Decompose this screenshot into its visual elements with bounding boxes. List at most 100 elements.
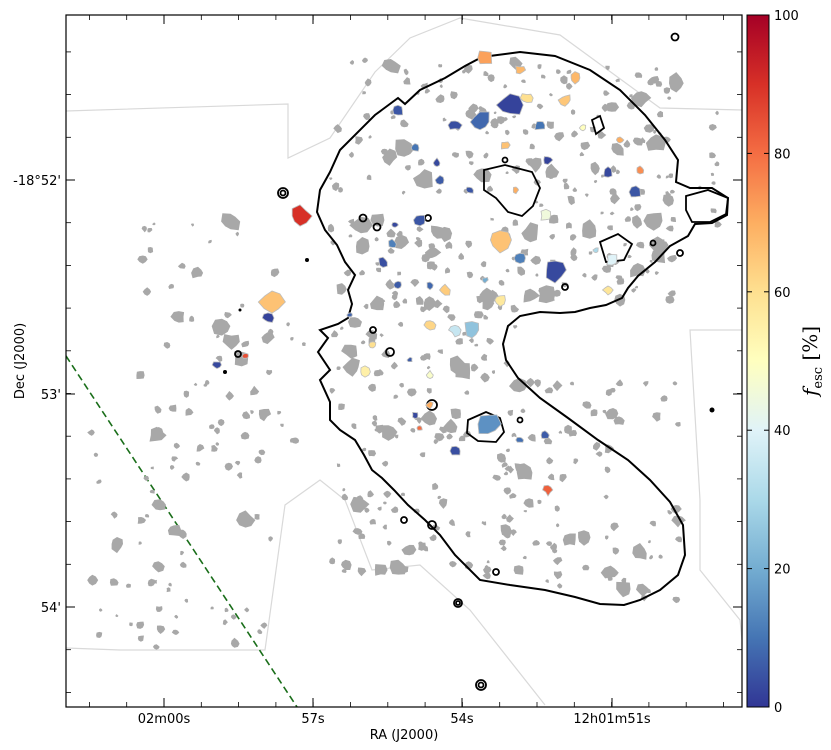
grey-source: [605, 535, 609, 540]
grey-source: [511, 432, 517, 438]
grey-source: [144, 514, 150, 518]
grey-source: [505, 268, 510, 273]
grey-source: [552, 557, 563, 566]
grey-source: [595, 451, 603, 457]
fesc-source: [291, 204, 313, 227]
colorbar-tick-label: 60: [774, 286, 791, 301]
grey-source: [257, 629, 263, 635]
grey-source: [605, 102, 620, 112]
fesc-source: [423, 320, 437, 331]
grey-source: [500, 544, 507, 552]
grey-source: [603, 90, 610, 96]
grey-source: [600, 565, 619, 579]
y-axis: -18°52' 53' 54' Dec (J2000): [13, 174, 742, 616]
grey-source: [424, 246, 442, 259]
grey-source: [578, 530, 591, 546]
grey-source: [236, 510, 256, 528]
grey-source: [603, 494, 609, 500]
grey-source: [642, 381, 649, 387]
grey-source: [613, 416, 625, 425]
grey-source: [387, 59, 392, 64]
grey-source: [663, 87, 670, 94]
grey-source: [480, 261, 487, 268]
grey-source: [600, 211, 604, 215]
grey-source: [582, 272, 587, 278]
grey-source: [352, 528, 363, 535]
grey-source: [539, 203, 544, 207]
grey-source: [607, 576, 613, 581]
grey-source: [529, 143, 535, 150]
grey-source: [286, 322, 290, 327]
grey-source: [416, 226, 424, 233]
grey-source: [562, 178, 568, 184]
grey-source: [675, 536, 683, 543]
grey-source: [670, 189, 675, 194]
grey-source: [147, 228, 153, 233]
grey-source: [541, 74, 546, 79]
fesc-source: [257, 290, 286, 314]
grey-source: [419, 452, 426, 458]
grey-source: [181, 472, 190, 482]
colorbar-label: fesc [%]: [798, 326, 826, 398]
grey-source: [522, 129, 529, 135]
x-axis: 02m00s 57s 54s 12h01m51s RA (J2000): [138, 15, 651, 743]
grey-source: [654, 67, 659, 71]
x-tick-label: 54s: [450, 712, 474, 727]
grey-source: [538, 285, 556, 304]
grey-source: [480, 372, 490, 383]
grey-source: [485, 130, 490, 135]
colorbar: 0 20 40 60 80 100 fesc [%]: [746, 9, 826, 716]
grey-source: [420, 355, 429, 361]
grey-source: [242, 411, 250, 420]
grey-source: [363, 113, 371, 120]
grey-source: [327, 223, 335, 233]
grey-source: [222, 619, 228, 626]
grey-source: [536, 103, 544, 110]
grey-source: [261, 332, 275, 345]
grey-source: [168, 582, 172, 587]
grey-source: [508, 465, 515, 474]
grey-source: [400, 119, 409, 128]
grey-source: [235, 231, 239, 237]
fesc-source: [570, 71, 581, 85]
grey-source: [537, 64, 542, 70]
grey-source: [230, 614, 237, 620]
grey-source: [615, 275, 623, 281]
grey-source: [216, 334, 220, 339]
grey-source: [394, 434, 399, 439]
grey-source: [357, 567, 367, 577]
x-tick-label: 02m00s: [138, 712, 191, 727]
grey-source: [149, 489, 155, 494]
grey-source: [523, 288, 540, 303]
grey-source: [180, 550, 185, 556]
fesc-source: [412, 411, 419, 419]
grey-source: [367, 383, 376, 392]
grey-source: [437, 349, 443, 354]
grey-source: [503, 487, 512, 495]
grey-source: [486, 338, 494, 345]
grey-source: [87, 574, 99, 586]
grey-source: [336, 283, 347, 295]
grey-source: [470, 363, 479, 372]
grey-source: [570, 254, 578, 262]
grey-source: [155, 606, 163, 612]
fesc-source: [542, 484, 554, 497]
grey-source: [532, 540, 540, 546]
grey-source: [566, 69, 572, 74]
grey-source: [546, 121, 554, 129]
grey-source: [612, 547, 620, 555]
fesc-source: [601, 285, 614, 296]
grey-source: [402, 566, 409, 573]
grey-source: [99, 608, 103, 612]
plot-area: [66, 15, 742, 707]
grey-source: [435, 188, 442, 194]
colorbar-gradient: [747, 15, 769, 707]
fesc-source: [425, 369, 434, 379]
grey-source: [653, 130, 657, 134]
grey-source: [193, 382, 198, 386]
grey-source: [420, 306, 428, 313]
grey-source: [361, 447, 367, 452]
grey-source: [213, 427, 220, 435]
grey-source: [520, 408, 526, 414]
grey-source: [480, 353, 488, 361]
